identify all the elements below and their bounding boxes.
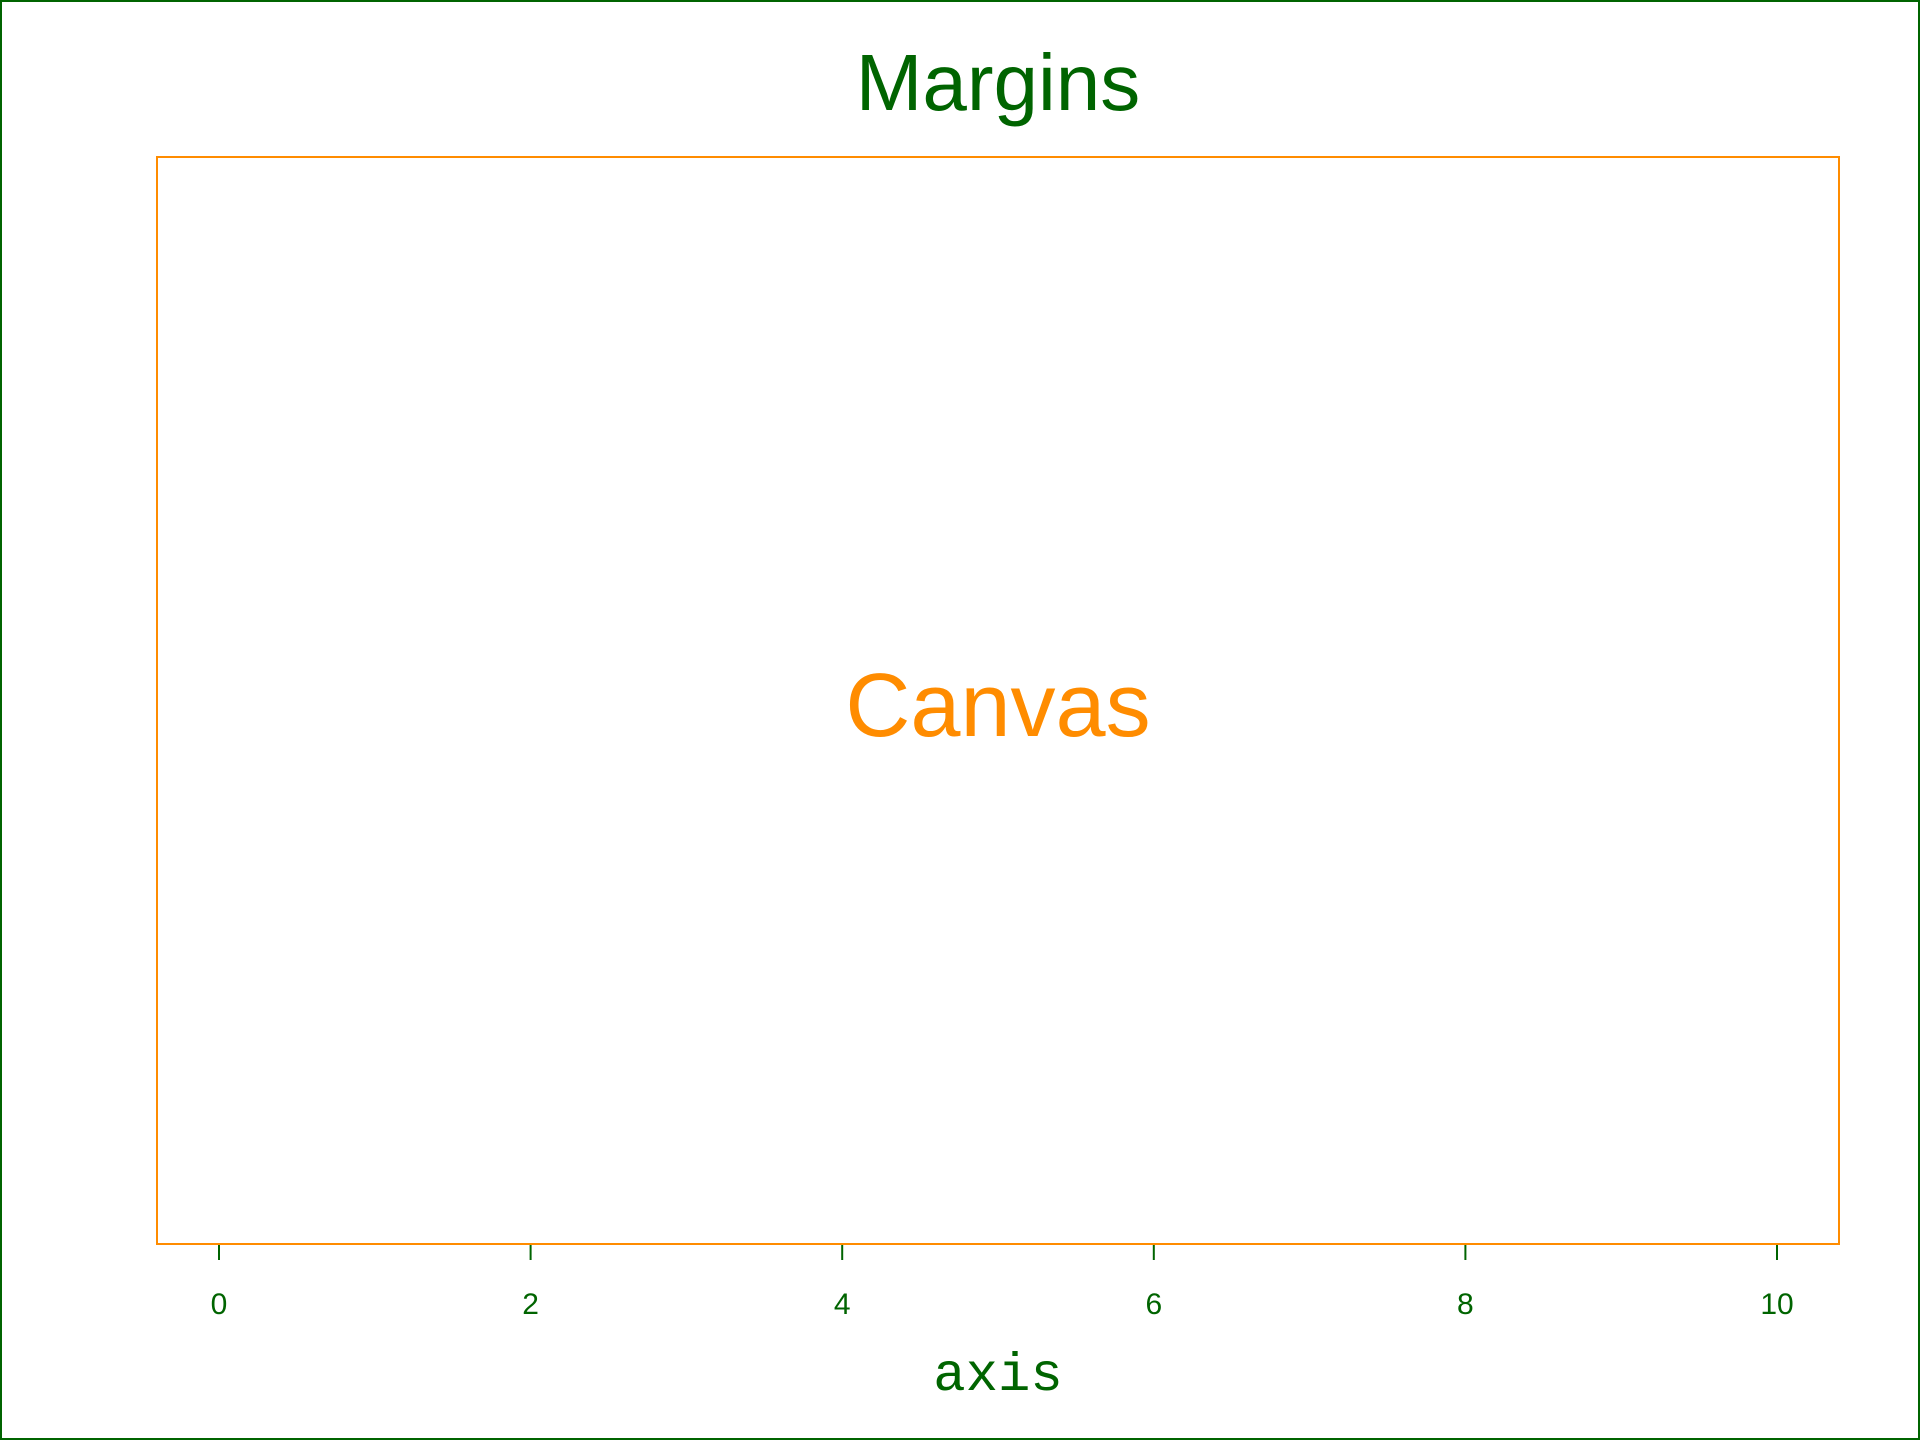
x-axis: 0 2 4 6 8 10 <box>211 1245 1794 1321</box>
canvas-label: Canvas <box>845 656 1150 756</box>
x-tick-label: 0 <box>211 1288 228 1321</box>
x-tick-label: 8 <box>1457 1288 1474 1321</box>
x-tick-label: 4 <box>834 1288 851 1321</box>
x-tick-label: 6 <box>1145 1288 1162 1321</box>
figure-title: Margins <box>856 38 1141 127</box>
canvas-box <box>156 156 1840 1245</box>
x-axis-label: axis <box>933 1346 1063 1407</box>
x-tick-label: 2 <box>522 1288 539 1321</box>
x-tick-label: 10 <box>1760 1288 1793 1321</box>
